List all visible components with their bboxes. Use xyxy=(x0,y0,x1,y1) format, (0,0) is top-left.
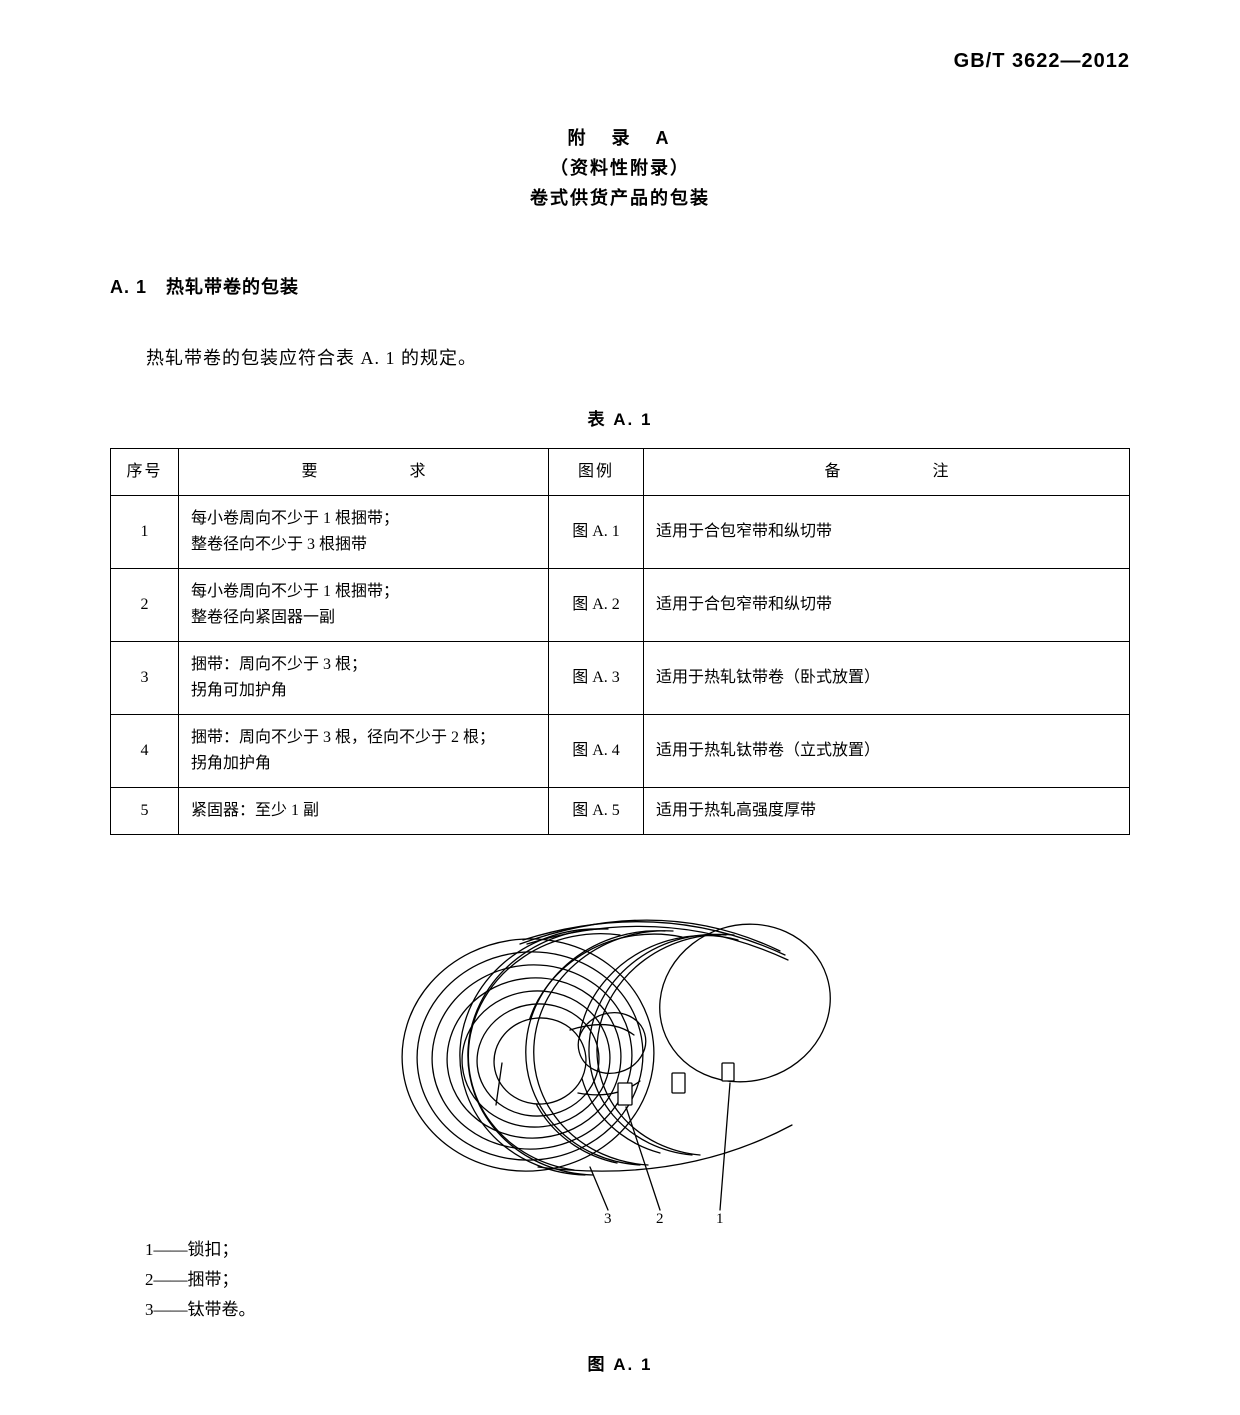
col-req-header: 要 求 xyxy=(179,449,549,496)
table-header-row: 序号 要 求 图例 备 注 xyxy=(111,449,1130,496)
cell-req: 紧固器：至少 1 副 xyxy=(179,788,549,835)
figure-a1-caption: 图 A. 1 xyxy=(110,1350,1130,1375)
cell-fig: 图 A. 4 xyxy=(549,715,644,788)
cell-req: 每小卷周向不少于 1 根捆带；整卷径向不少于 3 根捆带 xyxy=(179,496,549,569)
appendix-title: 附 录 A xyxy=(110,123,1130,153)
table-row: 5紧固器：至少 1 副图 A. 5适用于热轧高强度厚带 xyxy=(111,788,1130,835)
table-row: 4捆带：周向不少于 3 根，径向不少于 2 根；拐角加护角图 A. 4适用于热轧… xyxy=(111,715,1130,788)
cell-fig: 图 A. 3 xyxy=(549,642,644,715)
cell-req: 捆带：周向不少于 3 根，径向不少于 2 根；拐角加护角 xyxy=(179,715,549,788)
cell-note: 适用于热轧高强度厚带 xyxy=(644,788,1130,835)
table-a1: 序号 要 求 图例 备 注 1每小卷周向不少于 1 根捆带；整卷径向不少于 3 … xyxy=(110,448,1130,835)
cell-req: 每小卷周向不少于 1 根捆带；整卷径向紧固器一副 xyxy=(179,569,549,642)
figure-legend: 1——锁扣；2——捆带；3——钛带卷。 xyxy=(145,1235,1130,1325)
section-a1-heading: A. 1 热轧带卷的包装 xyxy=(110,273,1130,299)
table-row: 1每小卷周向不少于 1 根捆带；整卷径向不少于 3 根捆带图 A. 1适用于合包… xyxy=(111,496,1130,569)
cell-req: 捆带：周向不少于 3 根；拐角可加护角 xyxy=(179,642,549,715)
table-a1-caption: 表 A. 1 xyxy=(110,405,1130,430)
cell-note: 适用于合包窄带和纵切带 xyxy=(644,496,1130,569)
cell-seq: 4 xyxy=(111,715,179,788)
coil-diagram: 3 2 1 xyxy=(360,905,880,1225)
col-seq-header: 序号 xyxy=(111,449,179,496)
col-note-header: 备 注 xyxy=(644,449,1130,496)
cell-note: 适用于热轧钛带卷（卧式放置） xyxy=(644,642,1130,715)
appendix-subtitle: （资料性附录） xyxy=(110,153,1130,183)
cell-fig: 图 A. 5 xyxy=(549,788,644,835)
appendix-heading: 卷式供货产品的包装 xyxy=(110,183,1130,213)
cell-seq: 2 xyxy=(111,569,179,642)
legend-item: 3——钛带卷。 xyxy=(145,1295,1130,1325)
document-code: GB/T 3622—2012 xyxy=(110,50,1130,73)
legend-item: 2——捆带； xyxy=(145,1265,1130,1295)
section-a1-body: 热轧带卷的包装应符合表 A. 1 的规定。 xyxy=(110,344,1130,370)
cell-seq: 3 xyxy=(111,642,179,715)
col-fig-header: 图例 xyxy=(549,449,644,496)
cell-seq: 1 xyxy=(111,496,179,569)
cell-note: 适用于热轧钛带卷（立式放置） xyxy=(644,715,1130,788)
cell-fig: 图 A. 2 xyxy=(549,569,644,642)
fig-callout-2: 2 xyxy=(656,1211,664,1225)
cell-fig: 图 A. 1 xyxy=(549,496,644,569)
table-a1-body: 1每小卷周向不少于 1 根捆带；整卷径向不少于 3 根捆带图 A. 1适用于合包… xyxy=(111,496,1130,835)
table-row: 2每小卷周向不少于 1 根捆带；整卷径向紧固器一副图 A. 2适用于合包窄带和纵… xyxy=(111,569,1130,642)
legend-item: 1——锁扣； xyxy=(145,1235,1130,1265)
figure-a1: 3 2 1 1——锁扣；2——捆带；3——钛带卷。 图 A. 1 xyxy=(110,905,1130,1375)
cell-seq: 5 xyxy=(111,788,179,835)
cell-note: 适用于合包窄带和纵切带 xyxy=(644,569,1130,642)
appendix-header: 附 录 A （资料性附录） 卷式供货产品的包装 xyxy=(110,123,1130,213)
table-row: 3捆带：周向不少于 3 根；拐角可加护角图 A. 3适用于热轧钛带卷（卧式放置） xyxy=(111,642,1130,715)
page-content: GB/T 3622—2012 附 录 A （资料性附录） 卷式供货产品的包装 A… xyxy=(0,0,1240,1415)
fig-callout-3: 3 xyxy=(604,1211,612,1225)
fig-callout-1: 1 xyxy=(716,1211,724,1225)
